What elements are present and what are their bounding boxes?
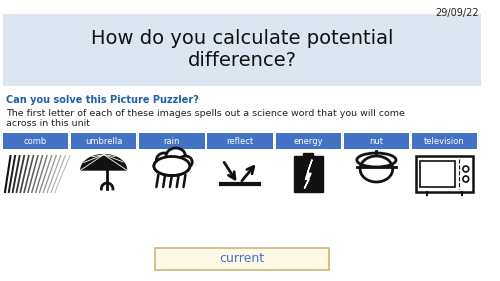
Text: rain: rain [164, 137, 180, 146]
Polygon shape [304, 160, 312, 188]
FancyBboxPatch shape [71, 133, 136, 149]
FancyBboxPatch shape [139, 149, 204, 199]
Polygon shape [81, 155, 126, 170]
Text: nut: nut [370, 137, 384, 146]
Ellipse shape [178, 156, 192, 168]
Text: reflect: reflect [226, 137, 254, 146]
FancyBboxPatch shape [412, 133, 477, 149]
Text: current: current [220, 253, 264, 266]
FancyBboxPatch shape [416, 156, 474, 192]
Text: comb: comb [24, 137, 47, 146]
Text: television: television [424, 137, 465, 146]
Text: umbrella: umbrella [85, 137, 122, 146]
FancyBboxPatch shape [208, 133, 272, 149]
FancyBboxPatch shape [155, 248, 329, 270]
FancyBboxPatch shape [208, 149, 272, 199]
Text: energy: energy [294, 137, 323, 146]
FancyBboxPatch shape [3, 149, 68, 199]
FancyBboxPatch shape [412, 149, 477, 199]
FancyBboxPatch shape [71, 149, 136, 199]
FancyBboxPatch shape [276, 133, 341, 149]
FancyBboxPatch shape [276, 149, 341, 199]
Ellipse shape [154, 157, 190, 176]
FancyBboxPatch shape [344, 149, 409, 199]
FancyBboxPatch shape [303, 153, 314, 157]
FancyBboxPatch shape [3, 14, 481, 86]
FancyBboxPatch shape [294, 156, 323, 192]
FancyBboxPatch shape [3, 133, 68, 149]
Text: 29/09/22: 29/09/22 [436, 8, 479, 18]
Ellipse shape [154, 157, 190, 176]
FancyBboxPatch shape [344, 133, 409, 149]
FancyBboxPatch shape [139, 133, 204, 149]
FancyBboxPatch shape [420, 161, 456, 187]
Ellipse shape [156, 153, 172, 167]
Text: The first letter of each of these images spells out a science word that you will: The first letter of each of these images… [6, 109, 404, 128]
Text: How do you calculate potential
difference?: How do you calculate potential differenc… [90, 30, 393, 71]
Text: Can you solve this Picture Puzzler?: Can you solve this Picture Puzzler? [6, 95, 198, 105]
Ellipse shape [166, 148, 186, 164]
